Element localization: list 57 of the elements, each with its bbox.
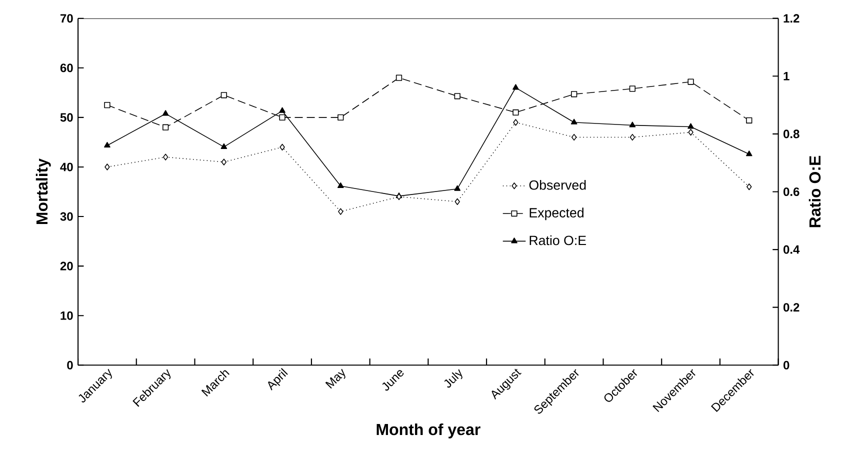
- point: [688, 78, 694, 85]
- point: [104, 142, 110, 148]
- y-tick-label: 50: [60, 113, 73, 122]
- y-tick-label: 30: [60, 212, 73, 221]
- point: [279, 107, 286, 113]
- y-tick-label: 20: [60, 262, 73, 270]
- point: [688, 128, 694, 136]
- point: [396, 74, 402, 81]
- y2-tick-label: 0: [784, 360, 790, 370]
- y-tick-label: 10: [60, 311, 73, 320]
- y2-tick-label: 0.2: [784, 302, 800, 312]
- legend-label: Ratio O:E: [530, 235, 586, 246]
- y2-tick-label: 0.6: [784, 187, 800, 196]
- point: [570, 118, 578, 124]
- point: [104, 102, 110, 108]
- x-tick-label: May: [325, 368, 346, 388]
- y-tick-label: 70: [60, 14, 73, 23]
- point: [280, 144, 285, 150]
- point: [688, 123, 694, 129]
- point: [337, 182, 344, 188]
- point: [162, 124, 169, 130]
- point: [746, 183, 752, 190]
- y2-tick-label: 1.2: [784, 14, 800, 22]
- x-tick-label: July: [444, 369, 462, 388]
- point: [512, 109, 519, 116]
- y-tick-label: 0: [67, 360, 73, 370]
- point: [571, 134, 577, 140]
- y2-tick-label: 0.8: [784, 130, 800, 138]
- y-tick-label: 60: [60, 64, 73, 72]
- point: [629, 86, 636, 92]
- point: [454, 198, 460, 205]
- point: [454, 185, 461, 191]
- point: [162, 154, 168, 160]
- point: [746, 117, 752, 124]
- point: [220, 92, 227, 98]
- point: [279, 114, 286, 120]
- point: [338, 114, 344, 120]
- x-axis-title: Month of year: [376, 423, 480, 438]
- y-tick-label: 40: [60, 162, 73, 172]
- y-axis-title: Mortality: [36, 158, 51, 224]
- legend-label: Expected: [530, 208, 584, 220]
- point: [220, 143, 228, 149]
- legend-label: Observed: [529, 180, 586, 190]
- point: [513, 118, 518, 126]
- point: [512, 84, 519, 90]
- point: [630, 134, 636, 140]
- point: [629, 122, 636, 128]
- y2-tick-label: 0.4: [784, 245, 800, 254]
- point: [746, 150, 752, 156]
- y2-tick-label: 1: [784, 72, 790, 80]
- point: [162, 110, 169, 116]
- point: [570, 90, 578, 98]
- point: [338, 208, 344, 215]
- point: [104, 164, 110, 170]
- y2-axis-title: Ratio O:E: [808, 156, 821, 228]
- point: [221, 158, 227, 166]
- point: [454, 92, 460, 100]
